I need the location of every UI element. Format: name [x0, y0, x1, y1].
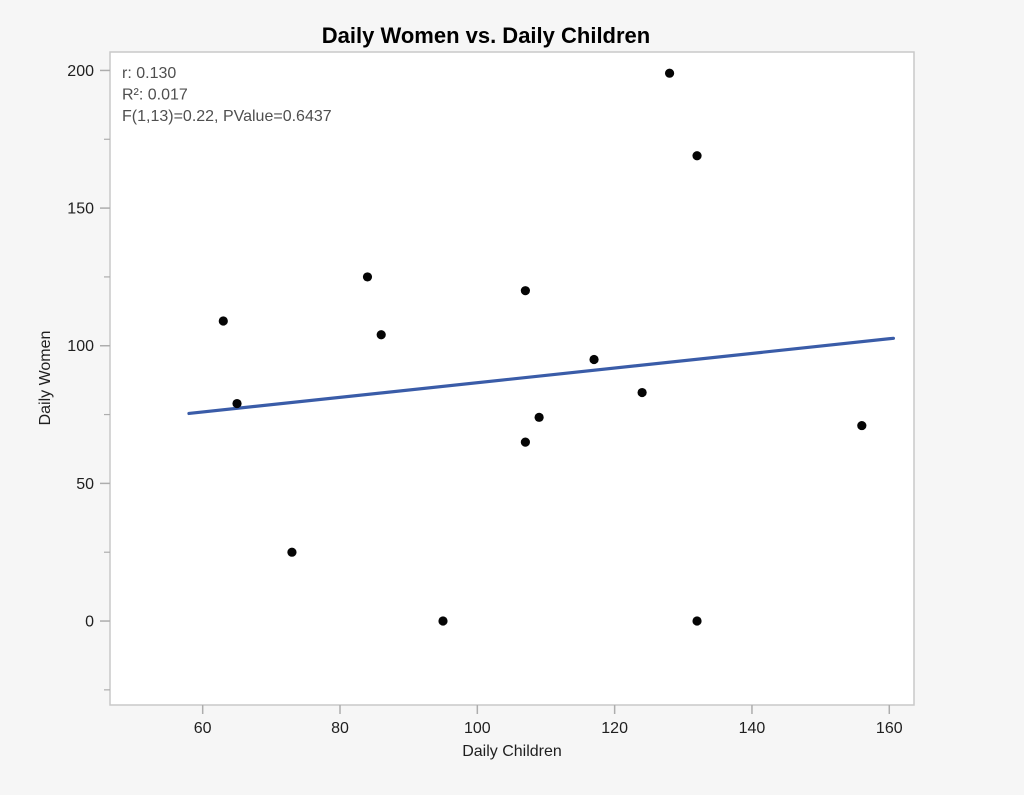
y-tick-label: 150: [67, 201, 94, 218]
data-point: [664, 68, 675, 78]
regression-line: [187, 336, 896, 416]
scatter-points: [218, 68, 867, 626]
x-axis-label: Daily Children: [462, 743, 562, 760]
stat-r: r: 0.130: [122, 65, 176, 82]
x-tick-label: 100: [464, 720, 491, 737]
data-point: [376, 330, 386, 340]
data-point: [287, 547, 297, 557]
y-tick-label: 100: [67, 338, 94, 355]
data-point: [362, 272, 373, 282]
data-point: [520, 286, 530, 296]
data-point: [692, 151, 702, 161]
regression-line-group: [187, 336, 896, 416]
data-point: [232, 398, 242, 409]
data-point: [438, 616, 448, 626]
data-point: [637, 387, 647, 398]
y-axis-label: Daily Women: [37, 331, 54, 426]
data-point: [218, 316, 228, 326]
x-tick-label: 120: [601, 720, 628, 737]
stat-f-pvalue: F(1,13)=0.22, PValue=0.6437: [122, 108, 332, 125]
y-axis-minor-ticks: [104, 138, 110, 691]
x-tick-label: 160: [876, 720, 903, 737]
data-point: [692, 616, 702, 626]
x-tick-label: 140: [739, 720, 766, 737]
stat-r-squared: R²: 0.017: [122, 87, 188, 104]
stats-annotation: r: 0.130 R²: 0.017 F(1,13)=0.22, PValue=…: [122, 65, 332, 125]
y-tick-label: 0: [85, 614, 94, 631]
y-tick-label: 200: [67, 63, 94, 80]
data-point: [589, 354, 599, 365]
x-tick-label: 80: [331, 720, 349, 737]
data-point: [520, 437, 530, 447]
y-axis-ticks: 0 50 100 150 200: [67, 63, 110, 631]
data-point: [534, 412, 544, 422]
x-tick-label: 60: [194, 720, 212, 737]
x-axis-ticks: 60 80 100 120 140 160: [194, 705, 903, 737]
y-tick-label: 50: [76, 476, 94, 493]
data-point: [857, 420, 867, 431]
chart-title: Daily Women vs. Daily Children: [322, 23, 650, 48]
